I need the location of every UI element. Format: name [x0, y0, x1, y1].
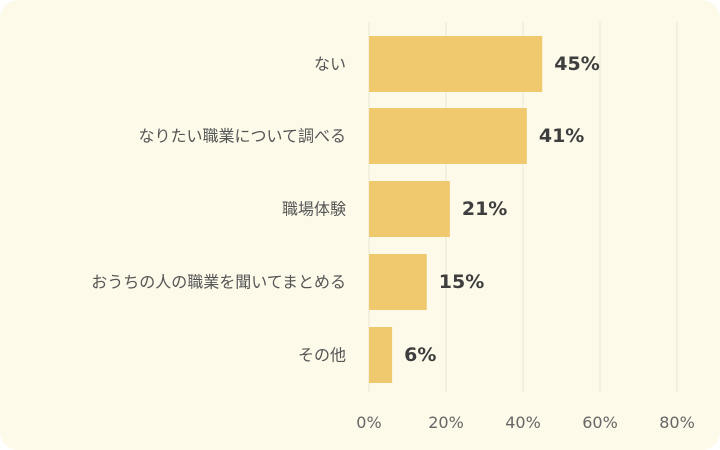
bar-1 — [369, 108, 527, 164]
value-label-1: 41% — [539, 125, 584, 147]
x-tick-label-0: 0% — [356, 413, 381, 432]
value-label-0: 45% — [554, 53, 599, 75]
category-label-4: その他 — [298, 346, 346, 365]
bar-3 — [369, 254, 427, 310]
x-tick-label-40: 40% — [505, 413, 541, 432]
x-tick-label-20: 20% — [428, 413, 464, 432]
value-labels: 45% 41% 21% 15% 6% — [404, 53, 600, 366]
value-label-2: 21% — [462, 198, 507, 220]
value-label-4: 6% — [404, 344, 436, 366]
bar-0 — [369, 36, 543, 92]
x-tick-label-80: 80% — [659, 413, 695, 432]
value-label-3: 15% — [439, 271, 484, 293]
bar-2 — [369, 181, 450, 237]
bars — [369, 36, 543, 383]
category-label-1: なりたい職業について調べる — [138, 127, 346, 146]
x-tick-label-60: 60% — [582, 413, 618, 432]
category-label-2: 職場体験 — [282, 200, 346, 219]
bar-4 — [369, 327, 393, 383]
category-label-0: ない — [314, 55, 346, 74]
category-label-3: おうちの人の職業を聞いてまとめる — [91, 273, 346, 292]
x-axis-ticks: 0% 20% 40% 60% 80% — [356, 413, 694, 432]
